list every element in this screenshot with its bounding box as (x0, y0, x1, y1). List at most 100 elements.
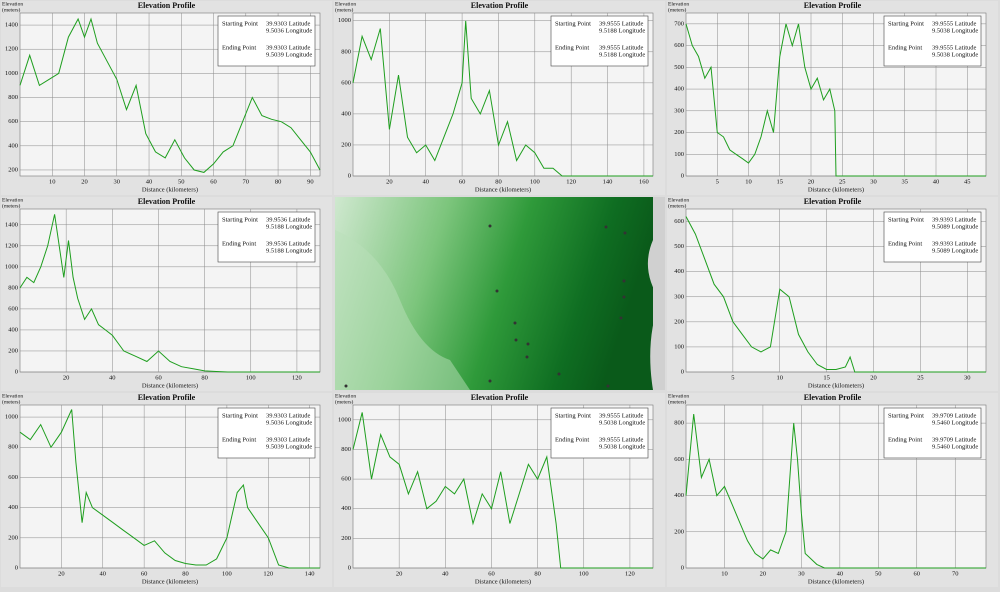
start-coordinate: 39.9555 Latitude (599, 412, 644, 419)
y-tick-label: 200 (341, 535, 351, 542)
x-tick-label: 60 (155, 374, 162, 381)
x-tick-label: 25 (917, 374, 924, 381)
y-axis-label: Elevation (2, 393, 23, 399)
y-axis-label: Elevation (2, 1, 23, 7)
y-tick-label: 800 (341, 48, 351, 55)
y-tick-label: 400 (674, 86, 684, 93)
y-axis-label: Elevation (335, 393, 356, 399)
start-label: Starting Point (555, 412, 591, 419)
start-coordinate: 39.9303 Latitude (266, 412, 311, 419)
chart-title: Elevation Profile (471, 1, 529, 10)
y-tick-label: 0 (681, 368, 684, 375)
y-tick-label: 300 (674, 293, 684, 300)
x-tick-label: 100 (222, 570, 232, 577)
end-label: Ending Point (555, 44, 589, 51)
y-tick-label: 800 (8, 284, 18, 291)
x-tick-label: 40 (100, 570, 107, 577)
start-label: Starting Point (222, 20, 258, 27)
x-tick-label: 40 (933, 178, 940, 185)
elevation-line (685, 23, 986, 177)
elevation-line (19, 409, 320, 569)
end-coordinate: 39.9709 Latitude (932, 436, 977, 443)
x-tick-label: 30 (798, 570, 805, 577)
end-coordinate: 9.5188 Longitude (266, 247, 312, 254)
x-tick-label: 60 (210, 178, 217, 185)
end-label: Ending Point (888, 240, 922, 247)
x-tick-label: 30 (870, 178, 877, 185)
legend-box (883, 407, 982, 459)
x-axis-label: Distance (kilometers) (808, 382, 864, 389)
x-tick-label: 30 (114, 178, 121, 185)
y-tick-label: 800 (341, 446, 351, 453)
x-tick-label: 80 (201, 374, 208, 381)
x-tick-label: 35 (902, 178, 909, 185)
legend-box (883, 15, 982, 67)
x-tick-label: 120 (566, 178, 576, 185)
start-coordinate: 9.5188 Longitude (266, 223, 312, 230)
elevation-chart: Elevation Profile Elevation(meters) Distan… (1, 1, 332, 195)
end-label: Ending Point (222, 240, 256, 247)
y-tick-label: 1000 (5, 414, 18, 421)
end-coordinate: 39.9555 Latitude (599, 436, 644, 443)
x-tick-label: 25 (839, 178, 846, 185)
y-tick-label: 400 (8, 504, 18, 511)
y-tick-label: 200 (674, 129, 684, 136)
y-tick-label: 200 (8, 347, 18, 354)
y-tick-label: 400 (8, 326, 18, 333)
x-tick-label: 10 (777, 374, 784, 381)
y-tick-label: 500 (674, 243, 684, 250)
legend-box (217, 15, 316, 67)
elevation-line (685, 414, 986, 569)
y-tick-label: 200 (8, 166, 18, 173)
end-label: Ending Point (888, 436, 922, 443)
end-coordinate: 9.5188 Longitude (599, 51, 645, 58)
y-axis-label: Elevation (335, 1, 356, 7)
x-tick-label: 70 (243, 178, 250, 185)
start-coordinate: 39.9709 Latitude (932, 412, 977, 419)
chart-title: Elevation Profile (471, 393, 529, 402)
elevation-chart: Elevation Profile Elevation(meters) Distan… (1, 393, 332, 587)
end-label: Ending Point (888, 44, 922, 51)
x-tick-label: 10 (745, 178, 752, 185)
start-coordinate: 9.5188 Longitude (599, 27, 645, 34)
x-tick-label: 80 (534, 570, 541, 577)
x-axis-label: Distance (kilometers) (808, 578, 864, 585)
y-axis-label: (meters) (668, 202, 686, 209)
start-label: Starting Point (555, 20, 591, 27)
end-label: Ending Point (222, 44, 256, 51)
x-tick-label: 40 (146, 178, 153, 185)
y-tick-label: 600 (674, 218, 684, 225)
x-tick-label: 70 (952, 570, 959, 577)
chart-title: Elevation Profile (804, 197, 862, 206)
end-coordinate: 9.5039 Longitude (266, 443, 312, 450)
y-tick-label: 600 (8, 474, 18, 481)
end-coordinate: 9.5460 Longitude (932, 443, 978, 450)
y-tick-label: 200 (674, 318, 684, 325)
elevation-line (352, 412, 653, 569)
chart-title: Elevation Profile (138, 1, 196, 10)
x-tick-label: 120 (292, 374, 302, 381)
x-tick-label: 80 (182, 570, 189, 577)
y-tick-label: 500 (674, 64, 684, 71)
y-tick-label: 1400 (5, 22, 18, 29)
elevation-chart: Elevation Profile Elevation(meters) Distan… (667, 1, 998, 195)
y-tick-label: 1000 (5, 70, 18, 77)
y-tick-label: 800 (8, 444, 18, 451)
elevation-chart: Elevation Profile Elevation(meters) Distan… (667, 197, 998, 391)
x-tick-label: 60 (141, 570, 148, 577)
y-tick-label: 200 (674, 528, 684, 535)
x-tick-label: 10 (49, 178, 56, 185)
y-tick-label: 700 (674, 20, 684, 27)
end-coordinate: 9.5038 Longitude (599, 443, 645, 450)
y-axis-label: Elevation (668, 393, 689, 399)
chart-title: Elevation Profile (138, 197, 196, 206)
y-tick-label: 0 (681, 564, 684, 571)
y-tick-label: 1000 (5, 263, 18, 270)
x-tick-label: 100 (579, 570, 589, 577)
x-tick-label: 90 (307, 178, 314, 185)
legend-box (550, 407, 649, 459)
y-axis-label: Elevation (668, 1, 689, 7)
y-tick-label: 600 (341, 476, 351, 483)
x-axis-label: Distance (kilometers) (475, 578, 531, 585)
